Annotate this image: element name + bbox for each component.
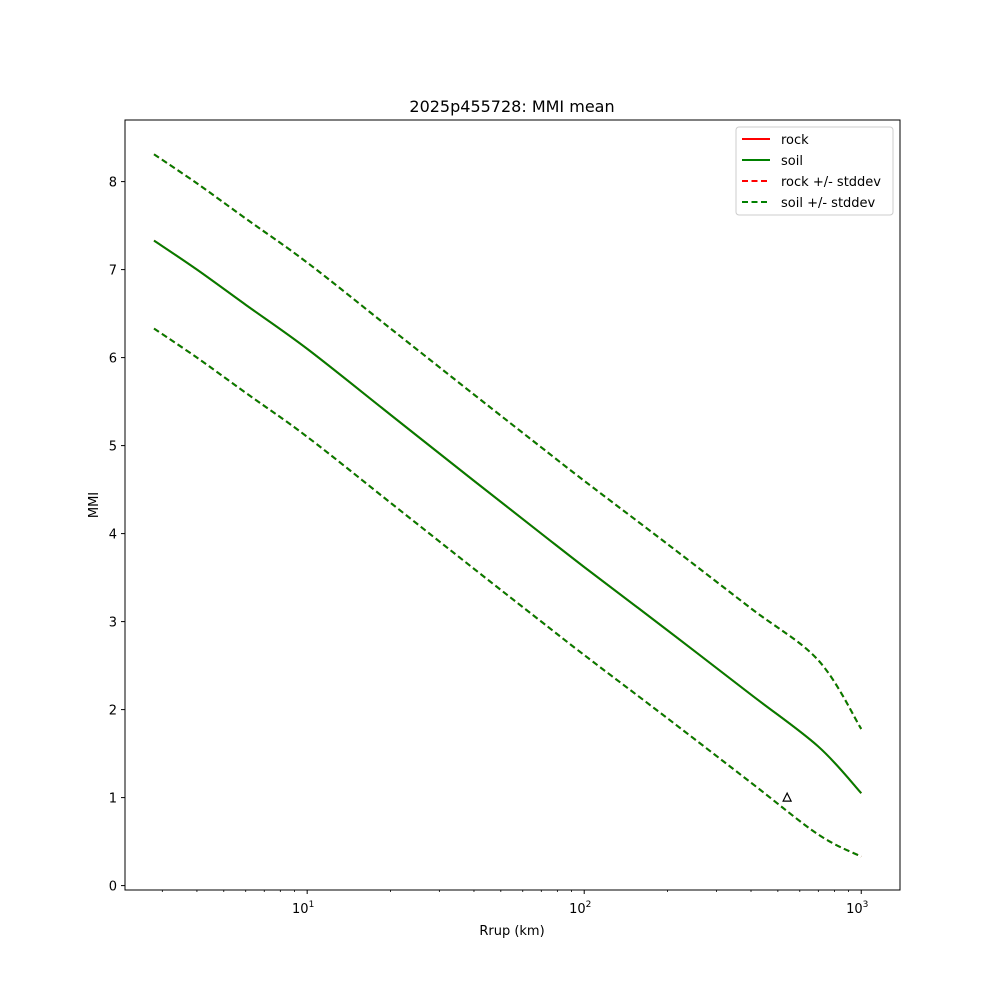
x-tick-label: 102	[569, 900, 591, 917]
series-line-soil-stddev-upper	[153, 153, 863, 730]
y-tick-label: 8	[109, 176, 117, 191]
y-axis-label: MMI	[87, 492, 102, 518]
legend-label: soil +/- stddev	[781, 196, 876, 211]
y-tick-label: 6	[109, 352, 117, 367]
series-line-soil-stddev-lower	[153, 327, 862, 858]
series-line-rock-stddev-upper	[153, 153, 863, 730]
y-tick-label: 5	[109, 440, 117, 455]
legend: rock soil rock +/- stddev soil +/- stddev	[735, 126, 894, 216]
y-tick-label: 7	[109, 264, 117, 279]
y-tick-label: 0	[109, 880, 117, 895]
chart-title: 2025p455728: MMI mean	[409, 97, 614, 116]
x-tick-label: 103	[846, 900, 868, 917]
series-line-rock	[153, 239, 862, 794]
y-tick-label: 2	[109, 704, 117, 719]
y-tick-label: 3	[109, 616, 117, 631]
y-tick-label: 4	[109, 528, 117, 543]
x-tick-label: 101	[292, 900, 314, 917]
plot-frame	[124, 119, 901, 891]
series-line-rock-stddev-lower	[153, 327, 862, 858]
legend-label: rock +/- stddev	[781, 175, 881, 190]
triangle-marker	[782, 791, 793, 802]
y-tick-label: 1	[109, 792, 117, 807]
legend-label: rock	[781, 133, 809, 148]
legend-label: soil	[781, 154, 803, 169]
x-axis-label: Rrup (km)	[479, 924, 544, 939]
legend-box	[735, 126, 894, 216]
series-line-soil	[153, 239, 862, 794]
